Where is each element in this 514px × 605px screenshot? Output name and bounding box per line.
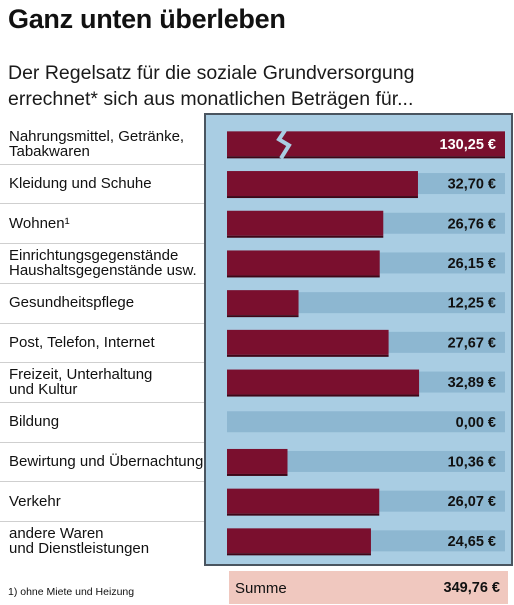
category-label-line: Nahrungsmittel, Getränke, <box>9 127 185 145</box>
category-label-line: Post, Telefon, Internet <box>9 333 155 351</box>
row-separator <box>0 243 204 245</box>
category-label-line: und Dienstleistungen <box>9 539 150 557</box>
row-separator <box>0 441 204 443</box>
category-label: Post, Telefon, Internet <box>9 335 155 350</box>
category-label: Verkehr <box>9 494 61 509</box>
bar-shadow <box>227 156 505 159</box>
bar-shadow <box>227 513 380 516</box>
value-label: 26,07 € <box>448 494 496 510</box>
value-label: 130,25 € <box>440 137 496 153</box>
category-label-line: Kleidung und Schuhe <box>9 175 152 193</box>
bar-shadow <box>227 354 389 357</box>
bar-shadow <box>227 315 299 318</box>
value-label: 12,25 € <box>448 296 496 312</box>
bar <box>227 369 420 395</box>
bar <box>227 171 418 197</box>
category-label: Einrichtungsgegenstände Haushaltsgegenstä… <box>9 248 197 278</box>
category-label: Freizeit, Unterhaltung und Kultur <box>9 367 152 397</box>
category-label: andere Waren und Dienstleistungen <box>9 526 149 556</box>
value-label: 32,89 € <box>448 375 496 391</box>
value-label: 26,76 € <box>448 216 496 232</box>
bar-track <box>227 411 505 433</box>
category-label-line: Freizeit, Unterhaltung <box>9 366 153 384</box>
footnote: 1) ohne Miete und Heizung <box>8 586 135 598</box>
bar <box>227 488 380 514</box>
value-label: 27,67 € <box>448 335 496 351</box>
summary-value: 349,76 € <box>443 580 500 596</box>
category-label-line: andere Waren <box>9 524 104 542</box>
row-separator <box>0 163 204 165</box>
axis-break <box>276 129 292 160</box>
summary-label: Summe <box>235 580 287 597</box>
bar <box>227 290 299 316</box>
category-label: Nahrungsmittel, Getränke, Tabakwaren <box>9 129 184 159</box>
summary-box: Summe 349,76 € <box>229 571 508 604</box>
bar <box>227 329 389 355</box>
category-label-line: Haushaltsgegenstände usw. <box>9 261 197 279</box>
category-label: Bildung <box>9 414 59 429</box>
bar-shadow <box>227 473 288 476</box>
row-separator <box>0 521 204 522</box>
bar <box>227 528 371 554</box>
bar <box>227 250 380 276</box>
row-separator <box>0 401 204 403</box>
value-label: 32,70 € <box>448 177 496 193</box>
chart-subtitle: Der Regelsatz für die soziale Grundverso… <box>8 62 415 110</box>
category-label-line: Einrichtungsgegenstände <box>9 246 179 264</box>
bar-shadow <box>227 196 418 199</box>
category-label-line: Tabakwaren <box>9 142 90 160</box>
category-label: Wohnen¹ <box>9 216 70 231</box>
value-label: 24,65 € <box>448 534 496 550</box>
category-label-line: und Kultur <box>9 381 78 399</box>
category-label: Bewirtung und Übernachtung <box>9 454 203 469</box>
row-separator <box>0 362 204 364</box>
bar-track <box>227 450 505 472</box>
chart-title: Ganz unten überleben <box>8 4 286 34</box>
bar <box>227 131 505 157</box>
bar <box>227 210 384 236</box>
bar-shadow <box>227 235 384 238</box>
category-label-line: Wohnen¹ <box>9 214 70 232</box>
bar-shadow <box>227 275 380 278</box>
category-label-line: Verkehr <box>9 492 61 510</box>
category-label: Gesundheitspflege <box>9 295 134 310</box>
bar-shadow <box>227 553 371 556</box>
category-label-line: Gesundheitspflege <box>9 294 135 312</box>
bar-shadow <box>227 394 420 397</box>
row-separator <box>0 203 204 205</box>
category-label-line: Bewirtung und Übernachtung <box>9 452 204 470</box>
value-label: 0,00 € <box>456 415 496 431</box>
bar <box>227 448 288 474</box>
row-separator <box>0 481 204 483</box>
category-label: Kleidung und Schuhe <box>9 176 152 191</box>
value-label: 10,36 € <box>448 454 496 470</box>
row-separator <box>0 282 204 284</box>
category-label-line: Bildung <box>9 413 60 431</box>
row-separator <box>0 322 204 324</box>
value-label: 26,15 € <box>448 256 496 272</box>
